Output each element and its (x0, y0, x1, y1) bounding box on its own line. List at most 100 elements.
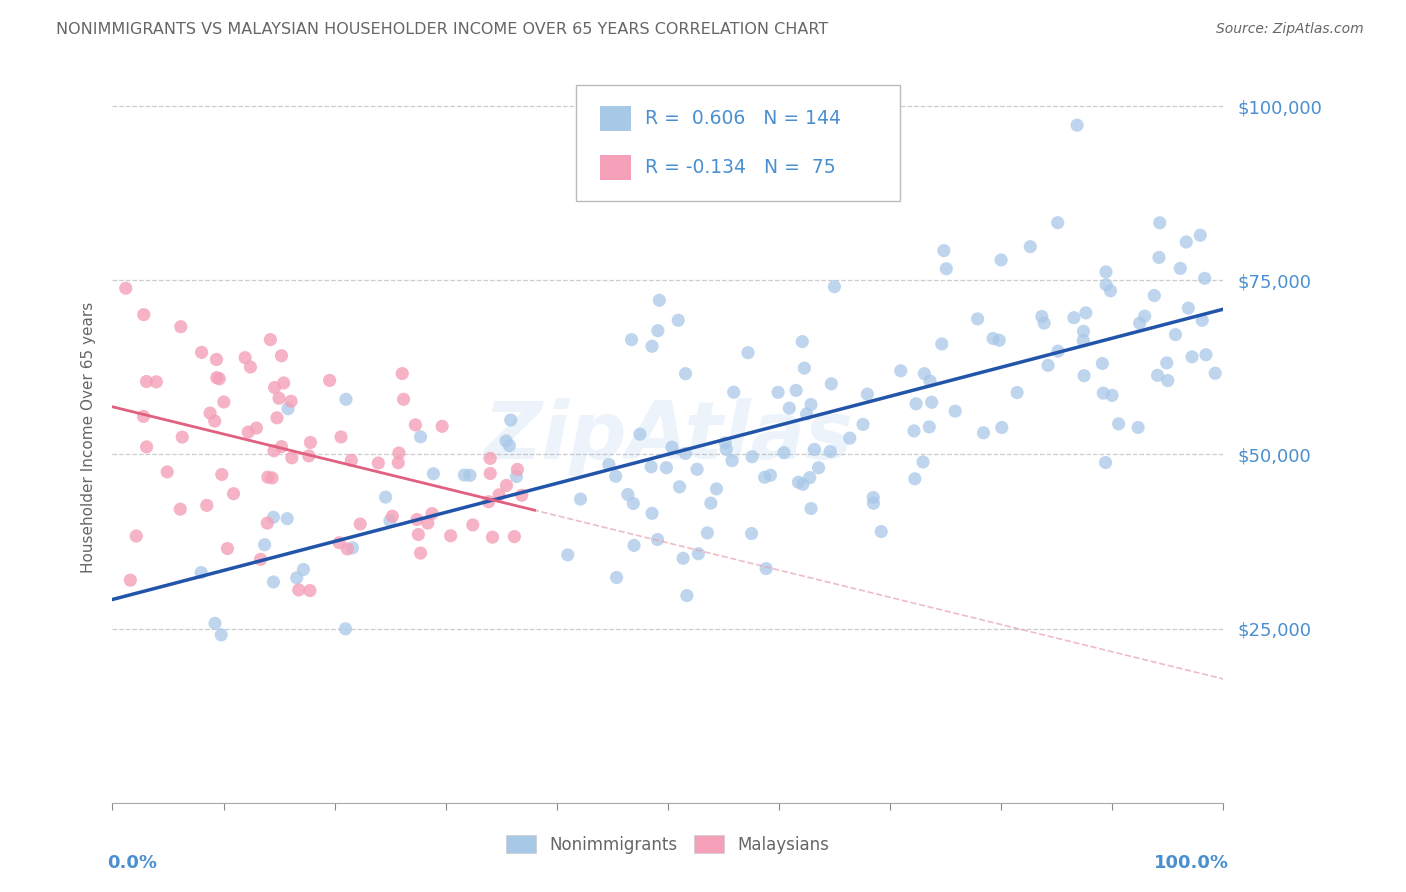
Point (1047, 344, 1070, 359)
Point (803, 442, 825, 457)
Point (1031, 310, 1053, 324)
Point (328, 535, 350, 549)
Point (388, 446, 411, 460)
Point (267, 392, 290, 406)
Point (621, 496, 644, 510)
Point (1168, 261, 1191, 276)
Point (912, 367, 935, 381)
Point (641, 506, 664, 520)
Point (287, 582, 309, 597)
Point (617, 487, 640, 501)
Point (349, 516, 371, 531)
Point (935, 261, 957, 276)
Point (256, 516, 278, 530)
Point (318, 373, 340, 387)
Point (1019, 240, 1042, 254)
Point (628, 427, 651, 442)
Point (156, 465, 179, 479)
Point (440, 529, 463, 543)
Point (823, 279, 845, 293)
Point (741, 526, 763, 541)
Point (647, 324, 669, 338)
Point (404, 417, 426, 432)
Point (672, 551, 695, 566)
Point (263, 380, 285, 394)
Point (209, 628, 232, 642)
Point (569, 492, 592, 507)
Point (686, 462, 709, 476)
Text: R = -0.134   N =  75: R = -0.134 N = 75 (645, 158, 837, 177)
Point (862, 491, 884, 505)
Point (1189, 228, 1212, 243)
Point (1094, 456, 1116, 470)
Point (931, 337, 953, 351)
Point (479, 451, 502, 466)
Point (298, 583, 321, 598)
Point (510, 488, 533, 502)
Point (276, 511, 298, 525)
Point (904, 472, 927, 486)
Point (852, 417, 875, 432)
Point (132, 409, 155, 424)
Point (374, 490, 396, 504)
Point (737, 345, 759, 359)
Point (1036, 359, 1059, 373)
Point (598, 458, 620, 472)
Point (741, 450, 763, 464)
Point (169, 502, 191, 516)
Point (1146, 368, 1168, 383)
Point (262, 574, 284, 589)
Point (606, 570, 628, 584)
Point (856, 387, 879, 401)
Point (172, 430, 194, 444)
Point (700, 496, 723, 510)
Point (260, 471, 283, 485)
Point (1181, 350, 1204, 364)
Point (120, 573, 142, 587)
Point (696, 525, 718, 540)
Point (966, 311, 988, 326)
Point (1175, 235, 1198, 249)
Point (273, 376, 295, 390)
Point (245, 421, 267, 435)
Point (911, 455, 934, 469)
Point (1108, 417, 1130, 431)
Point (145, 375, 167, 389)
Point (458, 468, 481, 483)
Point (266, 410, 288, 425)
Point (1063, 310, 1085, 325)
Point (1074, 306, 1097, 320)
Point (262, 510, 284, 524)
Point (1099, 284, 1122, 298)
Point (870, 524, 893, 539)
Point (409, 430, 432, 444)
Point (800, 501, 823, 516)
Point (422, 467, 444, 481)
Point (406, 512, 429, 526)
Point (453, 468, 475, 483)
Point (378, 514, 401, 528)
Point (1101, 388, 1123, 402)
Point (114, 281, 136, 295)
Point (666, 313, 689, 327)
Point (342, 541, 364, 555)
Point (990, 252, 1012, 267)
Point (409, 546, 432, 560)
Point (367, 456, 389, 470)
Point (932, 244, 955, 258)
Point (792, 334, 814, 349)
Point (1195, 348, 1218, 362)
Point (759, 468, 782, 483)
Point (921, 395, 943, 409)
Point (1194, 271, 1216, 285)
Point (838, 431, 860, 445)
Point (890, 364, 912, 378)
Point (1095, 265, 1118, 279)
Point (249, 552, 271, 566)
Point (1073, 368, 1095, 383)
Point (190, 566, 212, 580)
Point (204, 414, 226, 428)
Text: 100.0%: 100.0% (1154, 854, 1229, 872)
Point (391, 367, 413, 381)
Point (1177, 301, 1199, 315)
